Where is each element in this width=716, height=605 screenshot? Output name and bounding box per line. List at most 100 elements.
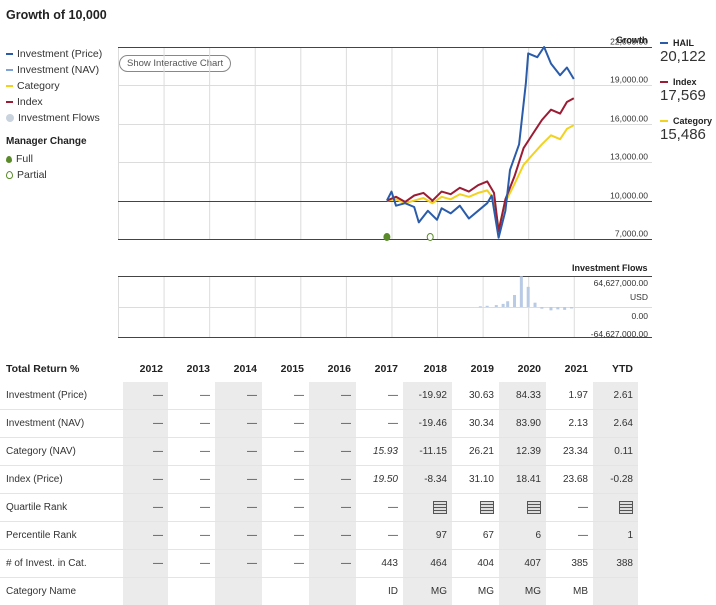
table-row: Quartile Rank——————— <box>0 494 638 522</box>
table-cell: 0.11 <box>593 438 638 466</box>
table-cell: — <box>123 466 168 494</box>
table-cell: — <box>168 410 215 438</box>
table-cell: — <box>309 438 356 466</box>
table-cell: — <box>356 494 403 522</box>
flow-bar <box>495 305 498 307</box>
quartile-rank-icon <box>527 501 541 514</box>
table-cell: — <box>309 466 356 494</box>
y-tick-label: 13,000.00 <box>610 152 648 162</box>
table-cell: — <box>215 494 262 522</box>
y-tick-label: 16,000.00 <box>610 114 648 124</box>
flow-bar <box>486 306 489 307</box>
table-cell: — <box>546 494 593 522</box>
table-cell: 30.34 <box>452 410 499 438</box>
table-cell: — <box>123 522 168 550</box>
table-cell: -11.15 <box>403 438 452 466</box>
table-cell: 18.41 <box>499 466 546 494</box>
table-cell: — <box>215 466 262 494</box>
quartile-rank-cell <box>403 494 452 522</box>
table-cell: — <box>123 438 168 466</box>
table-cell: 23.34 <box>546 438 593 466</box>
flow-bar <box>520 276 523 307</box>
quartile-rank-cell <box>499 494 546 522</box>
table-cell: — <box>309 550 356 578</box>
flow-bar <box>570 307 573 308</box>
hail-value: 20,122 <box>660 48 716 65</box>
table-cell <box>309 578 356 605</box>
flow-bar <box>549 307 552 310</box>
table-cell: 404 <box>452 550 499 578</box>
table-cell: — <box>356 522 403 550</box>
index-value: 17,569 <box>660 87 716 104</box>
flow-bar <box>502 304 505 307</box>
table-cell: — <box>215 382 262 410</box>
table-cell: — <box>168 382 215 410</box>
row-label: Category (NAV) <box>0 438 123 466</box>
table-cell: 385 <box>546 550 593 578</box>
quartile-rank-icon <box>619 501 633 514</box>
table-cell: 15.93 <box>356 438 403 466</box>
table-cell <box>262 578 309 605</box>
flow-bar <box>540 307 543 309</box>
table-cell: — <box>262 410 309 438</box>
table-cell: — <box>168 466 215 494</box>
table-cell: — <box>262 494 309 522</box>
table-cell: — <box>309 494 356 522</box>
column-header: 2020 <box>499 356 546 382</box>
table-cell: 2.13 <box>546 410 593 438</box>
table-cell: 31.10 <box>452 466 499 494</box>
row-label: Investment (NAV) <box>0 410 123 438</box>
table-cell: — <box>309 382 356 410</box>
flow-bar <box>563 307 566 310</box>
y-tick-label: 10,000.00 <box>610 191 648 201</box>
table-cell: 1 <box>593 522 638 550</box>
index-label: Index <box>673 77 697 87</box>
table-cell: — <box>168 494 215 522</box>
table-cell: 84.33 <box>499 382 546 410</box>
series-line-category <box>387 125 574 229</box>
table-cell: MG <box>403 578 452 605</box>
table-cell <box>123 578 168 605</box>
growth-chart: 22,000.0019,000.0016,000.0013,000.0010,0… <box>0 30 660 250</box>
column-header: 2013 <box>168 356 215 382</box>
table-cell <box>215 578 262 605</box>
table-cell: 1.97 <box>546 382 593 410</box>
table-cell: -19.46 <box>403 410 452 438</box>
quartile-rank-icon <box>433 501 447 514</box>
manager-change-partial-marker <box>427 234 433 241</box>
table-cell: 19.50 <box>356 466 403 494</box>
flow-bar <box>513 295 516 307</box>
flow-bar <box>506 301 509 307</box>
hail-label: HAIL <box>673 38 694 48</box>
column-header: 2016 <box>309 356 356 382</box>
column-header: 2015 <box>262 356 309 382</box>
flows-axis-label: 64,627,000.00 <box>594 278 649 288</box>
row-label: # of Invest. in Cat. <box>0 550 123 578</box>
row-label: Percentile Rank <box>0 522 123 550</box>
table-cell: 388 <box>593 550 638 578</box>
flow-bar <box>534 303 537 307</box>
table-cell: — <box>309 522 356 550</box>
column-header: 2017 <box>356 356 403 382</box>
table-cell: — <box>215 550 262 578</box>
table-cell: MG <box>452 578 499 605</box>
row-label: Category Name <box>0 578 123 605</box>
table-cell: — <box>168 438 215 466</box>
table-cell: — <box>123 382 168 410</box>
flow-bar <box>556 307 559 309</box>
table-cell: 83.90 <box>499 410 546 438</box>
column-header: 2018 <box>403 356 452 382</box>
table-cell: — <box>309 410 356 438</box>
table-cell: -0.28 <box>593 466 638 494</box>
table-cell: 2.61 <box>593 382 638 410</box>
table-header-label: Total Return % <box>0 356 123 382</box>
table-cell: MB <box>546 578 593 605</box>
table-cell: -19.92 <box>403 382 452 410</box>
flows-heading: Investment Flows <box>572 263 648 273</box>
row-label: Investment (Price) <box>0 382 123 410</box>
column-header: YTD <box>593 356 638 382</box>
